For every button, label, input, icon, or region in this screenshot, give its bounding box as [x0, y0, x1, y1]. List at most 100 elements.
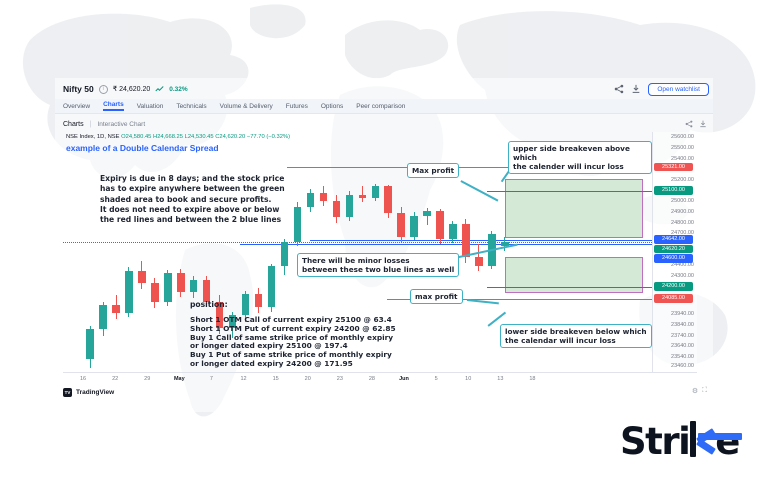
- price-axis[interactable]: 25600.00 25500.00 25400.00 25200.00 25000.00…: [652, 132, 697, 373]
- candle-wick: [426, 207, 428, 225]
- price-tick: 24300.00: [671, 273, 694, 279]
- level-line-short-call-strike: [487, 190, 652, 192]
- position-title: position:: [190, 300, 228, 309]
- share-icon[interactable]: [614, 84, 624, 94]
- price-tick: 25500.00: [671, 145, 694, 151]
- time-tick: 20: [304, 376, 311, 382]
- candle: [501, 241, 509, 247]
- time-tick: 13: [497, 376, 504, 382]
- candle: [254, 294, 263, 307]
- time-tick: 22: [112, 376, 119, 382]
- tab-technicals[interactable]: Technicals: [176, 102, 207, 110]
- time-tick: 12: [240, 376, 247, 382]
- level-line-last-price: [63, 241, 652, 243]
- tab-options[interactable]: Options: [320, 102, 344, 110]
- strike-logo-arrow-shaft: [698, 433, 743, 440]
- candle: [332, 201, 341, 218]
- candle: [410, 216, 418, 237]
- price-tick: 25000.00: [671, 198, 694, 205]
- candle: [203, 280, 211, 302]
- chart-widget: Nifty 50 i ₹ 24,620.20 0.32% Open watchl…: [55, 78, 713, 412]
- position-detail: Short 1 OTM Call of current expiry 25100…: [190, 315, 396, 368]
- candle: [293, 206, 302, 242]
- tab-volume-delivery[interactable]: Volume & Delivery: [219, 102, 273, 110]
- candle: [436, 210, 444, 239]
- download-icon[interactable]: [699, 120, 707, 128]
- price-badge-upper-breakeven-line: 25321.00: [654, 162, 693, 172]
- symbol-name: Nifty 50: [63, 84, 94, 94]
- level-line-lower-breakeven-line: [386, 298, 652, 300]
- tab-peer-comparison[interactable]: Peer comparison: [356, 102, 406, 110]
- price-chart[interactable]: NSE Index, 1D, NSE O24,580.45 H24,668.25…: [63, 132, 652, 373]
- level-line-lower-blue-line: [239, 244, 652, 245]
- subnav-item-interactive-chart[interactable]: Interactive Chart: [97, 120, 146, 128]
- candle: [358, 194, 366, 199]
- expiry-note: Expiry is due in 8 days; and the stock p…: [100, 174, 285, 225]
- price-tick: 25400.00: [671, 155, 694, 162]
- level-line-upper-blue-line: [310, 239, 652, 241]
- time-tick: 16: [79, 376, 87, 382]
- candle: [267, 266, 276, 307]
- tab-valuation[interactable]: Valuation: [136, 102, 164, 110]
- tab-overview[interactable]: Overview: [63, 102, 91, 110]
- tab-charts[interactable]: Charts: [103, 101, 124, 111]
- sparkline-icon: [155, 85, 164, 91]
- callout-upper-breakeven: upper side breakeven above which the cal…: [508, 141, 652, 174]
- time-axis[interactable]: 16 22 29 May 7 12 15 20 23 28 Jun 5 10 13 18: [63, 373, 652, 386]
- chart-layers: [63, 132, 652, 372]
- settings-icon[interactable]: ⚙: [691, 388, 699, 395]
- price-tick: 23840.00: [671, 322, 694, 329]
- candle-wick: [361, 186, 363, 203]
- price-tick: 23460.00: [671, 362, 694, 369]
- tradingview-label: TradingView: [76, 389, 115, 396]
- strike-logo-text: e: [715, 420, 740, 463]
- candle: [371, 186, 379, 199]
- price-badge-last-price: 24620.20: [654, 244, 693, 254]
- chart-actions: ⚙ ⛶: [692, 387, 707, 395]
- candle: [280, 241, 289, 267]
- price-badge-upper-blue-line: 24642.00: [654, 235, 693, 244]
- open-watchlist-button[interactable]: Open watchlist: [648, 82, 709, 96]
- candle: [112, 304, 120, 314]
- candle: [151, 283, 159, 302]
- chart-legend: NSE Index, 1D, NSE O24,580.45 H24,668.25…: [66, 134, 290, 140]
- price-tick: 23740.00: [671, 332, 694, 339]
- candle: [306, 192, 315, 207]
- strike-logo: Stri e: [620, 420, 743, 463]
- fullscreen-icon[interactable]: ⛶: [702, 387, 707, 394]
- time-tick: 7: [209, 376, 213, 382]
- candle: [190, 280, 198, 292]
- callout-lower-breakeven: lower side breakeven below which the cal…: [500, 324, 652, 348]
- level-line-upper-breakeven-line: [286, 167, 652, 169]
- candle: [216, 301, 224, 329]
- share-icon[interactable]: [685, 120, 693, 128]
- price-badge-short-put-strike: 24200.00: [654, 282, 693, 291]
- info-icon[interactable]: i: [98, 84, 108, 94]
- price-badge-short-call-strike: 25100.00: [654, 186, 693, 195]
- strike-logo-k-arrow-icon: [690, 420, 717, 457]
- legend-ohlc: O24,580.45 H24,668.25 L24,530.45 C24,620…: [121, 134, 246, 140]
- widget-header: Nifty 50 i ₹ 24,620.20 0.32% Open watchl…: [63, 81, 709, 97]
- tradingview-attribution[interactable]: TV TradingView: [63, 388, 114, 397]
- tabs-bar: Overview Charts Valuation Technicals Volume …: [55, 99, 713, 114]
- time-tick: 18: [529, 376, 536, 382]
- subnav-divider: |: [89, 120, 92, 128]
- level-line-short-put-strike: [487, 286, 652, 288]
- candle: [423, 210, 431, 217]
- price-badge-lower-breakeven-line: 24085.00: [654, 294, 693, 303]
- time-tick: 10: [465, 376, 472, 382]
- symbol-price: ₹ 24,620.20: [112, 86, 151, 93]
- price-tick: 24400.00: [671, 262, 694, 269]
- candle: [384, 186, 392, 214]
- candle: [241, 294, 250, 316]
- subnav: Charts | Interactive Chart: [63, 117, 707, 131]
- candle: [125, 270, 133, 314]
- price-tick: 23540.00: [671, 354, 694, 361]
- tab-futures[interactable]: Futures: [285, 102, 308, 110]
- candle: [345, 194, 353, 218]
- candle: [228, 315, 237, 329]
- chart-title: example of a Double Calendar Spread: [66, 143, 219, 153]
- download-icon[interactable]: [631, 84, 641, 94]
- candle: [319, 192, 328, 202]
- time-tick: 29: [144, 376, 151, 382]
